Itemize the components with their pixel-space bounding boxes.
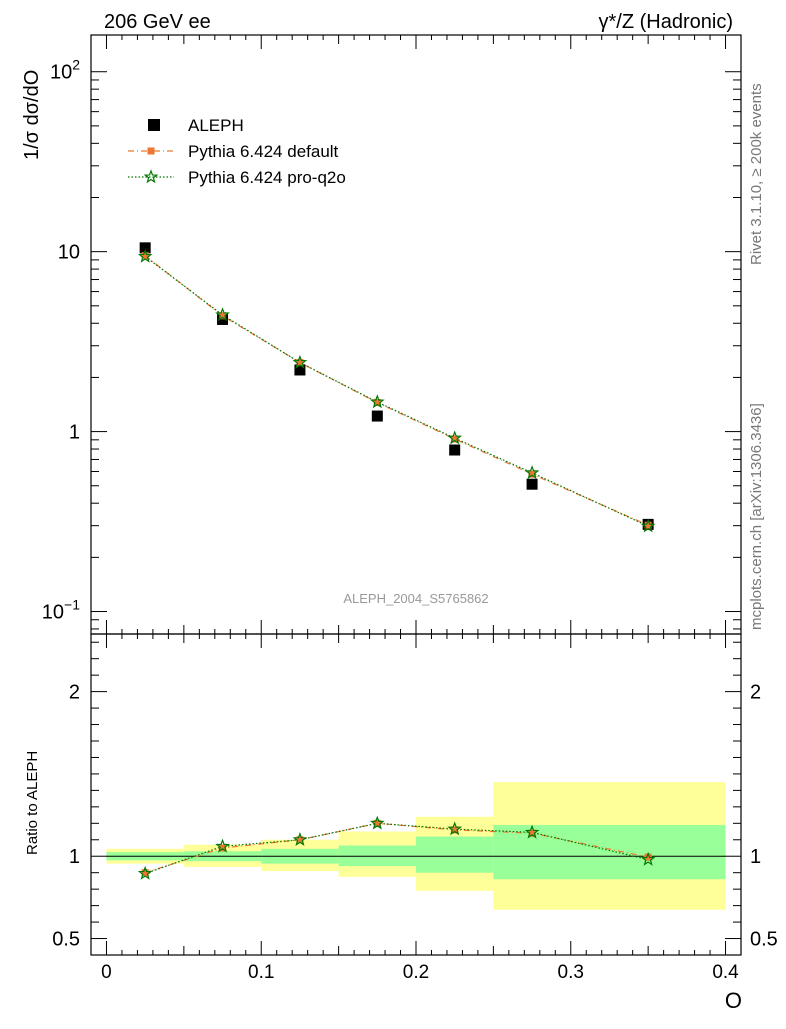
legend: ALEPH Pythia 6.424 default Pythia 6.424 pr… bbox=[128, 116, 346, 187]
main-default-line bbox=[144, 255, 649, 526]
pro-mc-point bbox=[369, 394, 385, 409]
default-mc-point bbox=[451, 435, 459, 443]
ratio-pro-point bbox=[292, 832, 308, 847]
aleph-data-point bbox=[217, 313, 229, 325]
aleph-data-point bbox=[294, 364, 306, 376]
default-mc-point bbox=[373, 399, 381, 407]
ratio-y-tick-label: 0.5 bbox=[52, 929, 80, 951]
legend-pro-label: Pythia 6.424 pro-q2o bbox=[188, 168, 346, 187]
main-y-tick-label: 102 bbox=[50, 57, 80, 84]
aleph-data-point bbox=[449, 444, 461, 456]
default-mc-point bbox=[141, 252, 149, 260]
aleph-data-point bbox=[371, 410, 383, 422]
mcplots-label: mcplots.cern.ch [arXiv:1306.3436] bbox=[748, 403, 765, 630]
pro-mc-point bbox=[215, 307, 230, 322]
ratio-y-tick-label: 2 bbox=[69, 682, 80, 704]
aleph-data-point bbox=[526, 478, 538, 490]
ratio-default-point bbox=[219, 844, 227, 852]
x-axis-label: O bbox=[725, 988, 742, 1013]
default-mc-point bbox=[644, 521, 652, 529]
ratio-default-point bbox=[141, 869, 149, 877]
pro-mc-point bbox=[292, 354, 308, 369]
ratio-default-point bbox=[373, 819, 381, 827]
main-series bbox=[137, 242, 656, 533]
x-tick-label: 0.2 bbox=[403, 962, 429, 983]
main-y-axis-label: 1/σ dσ/dO bbox=[21, 70, 43, 160]
ratio-y-tick-label-right: 1 bbox=[750, 846, 761, 868]
legend-pro-marker bbox=[143, 169, 159, 184]
ratio-pro-point bbox=[369, 815, 385, 830]
legend-aleph-label: ALEPH bbox=[188, 116, 244, 135]
legend-default-marker bbox=[147, 147, 155, 155]
main-y-tick-label: 10 bbox=[58, 242, 80, 264]
x-tick-label: 0.3 bbox=[558, 962, 584, 983]
x-tick-label: 0 bbox=[101, 962, 112, 983]
main-pro-line bbox=[144, 256, 649, 527]
ratio-y-axis-label: Ratio to ALEPH bbox=[24, 751, 41, 855]
default-mc-point bbox=[219, 312, 227, 320]
default-mc-point bbox=[296, 359, 304, 367]
ratio-uncertainty-bands bbox=[106, 782, 726, 910]
ratio-pro-point bbox=[137, 865, 153, 880]
ratio-y-tick-label: 1 bbox=[69, 846, 80, 868]
main-y-tick-label: 1 bbox=[69, 422, 80, 444]
rivet-version-label: Rivet 3.1.10, ≥ 200k events bbox=[748, 83, 765, 265]
ratio-band-inner-5 bbox=[493, 824, 726, 880]
pro-mc-point bbox=[447, 430, 463, 445]
aleph-data-point bbox=[139, 242, 151, 254]
ratio-y-tick-label-right: 0.5 bbox=[750, 929, 778, 951]
ratio-default-point bbox=[296, 836, 304, 844]
pro-mc-point bbox=[137, 248, 153, 263]
ratio-default-point bbox=[528, 829, 536, 837]
header-right-label: γ*/Z (Hadronic) bbox=[599, 11, 733, 33]
ratio-pro-point bbox=[640, 851, 656, 866]
ratio-default-point bbox=[451, 826, 459, 834]
x-tick-label: 0.4 bbox=[712, 962, 739, 983]
x-tick-label: 0.1 bbox=[248, 962, 274, 983]
header-left-label: 206 GeV ee bbox=[104, 11, 211, 33]
ratio-pro-point bbox=[215, 838, 230, 853]
ratio-pro-point bbox=[524, 824, 540, 839]
pro-mc-point bbox=[524, 465, 540, 480]
main-y-tick-label: 10−1 bbox=[42, 597, 80, 624]
pro-mc-point bbox=[640, 518, 656, 533]
ratio-default-point bbox=[644, 853, 652, 861]
ratio-series bbox=[137, 815, 656, 880]
axes: 0 0.1 0.2 0.3 0.4 102 10 1 10−1 0.5 0.5 1 1 2 2 bbox=[42, 34, 778, 983]
ratio-y-tick-label-right: 2 bbox=[750, 682, 761, 704]
ratio-pro-point bbox=[447, 821, 463, 836]
analysis-watermark: ALEPH_2004_S5765862 bbox=[343, 591, 488, 606]
default-mc-point bbox=[528, 470, 536, 478]
legend-default-label: Pythia 6.424 default bbox=[188, 142, 339, 161]
legend-aleph-marker bbox=[148, 119, 160, 131]
ratio-band-inner-4 bbox=[416, 836, 494, 873]
